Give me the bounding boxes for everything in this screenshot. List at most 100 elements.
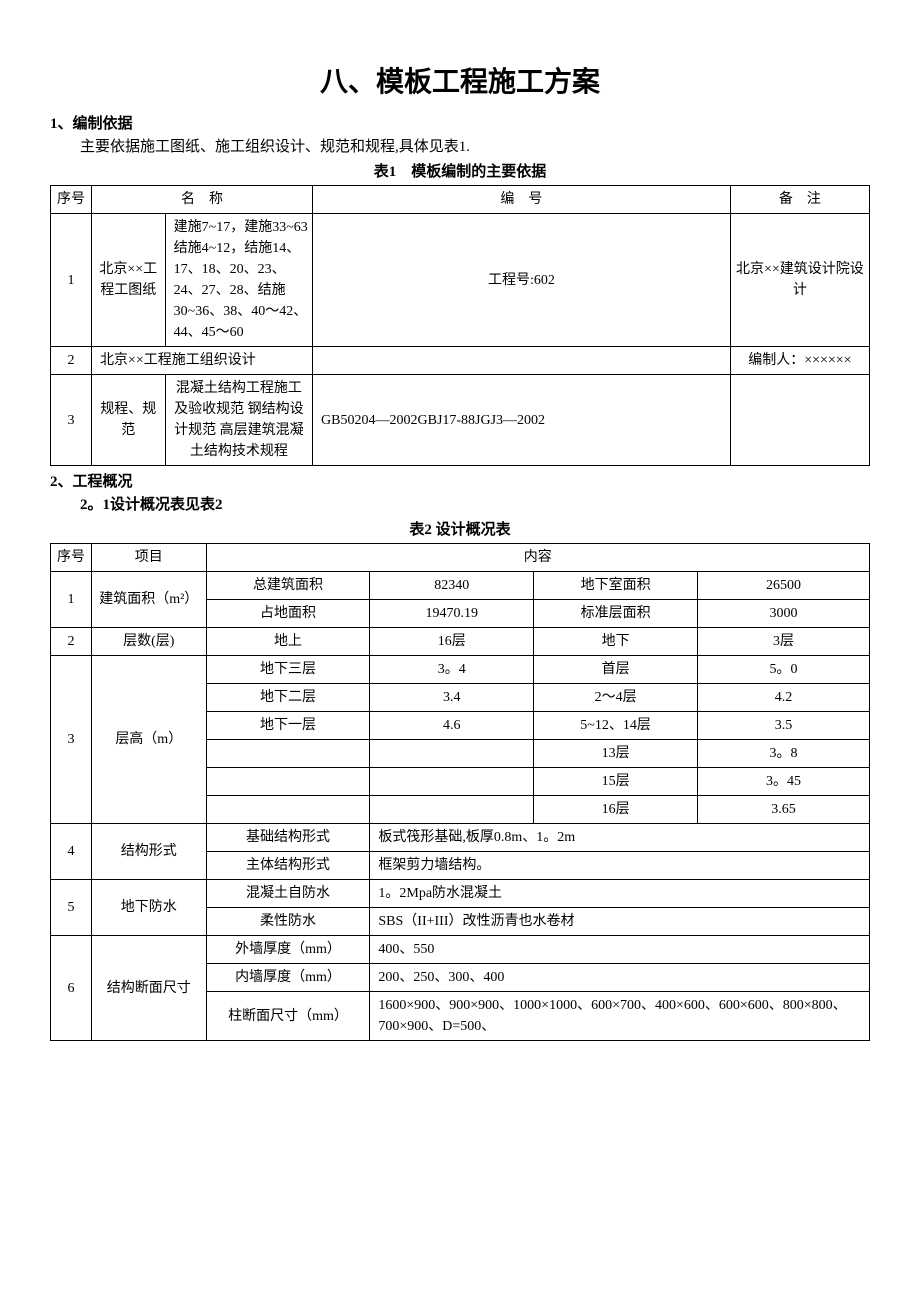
cell: 2～4层 bbox=[534, 684, 698, 712]
cell-no: 4 bbox=[51, 824, 92, 880]
cell: 内墙厚度（mm） bbox=[206, 964, 370, 992]
cell: 3.4 bbox=[370, 684, 534, 712]
cell: 首层 bbox=[534, 656, 698, 684]
cell: 5~12、14层 bbox=[534, 712, 698, 740]
table2-col3: 内容 bbox=[206, 544, 869, 572]
table1-row: 1 北京××工程工图纸 建施7~17，建施33~63 结施4~12，结施14、1… bbox=[51, 214, 870, 347]
cell: 16层 bbox=[534, 796, 698, 824]
table2-col2: 项目 bbox=[91, 544, 206, 572]
cell: 框架剪力墙结构。 bbox=[370, 852, 870, 880]
cell bbox=[370, 796, 534, 824]
table1-header: 序号 名 称 编 号 备 注 bbox=[51, 186, 870, 214]
cell: 400、550 bbox=[370, 936, 870, 964]
cell-no: 1 bbox=[51, 214, 92, 347]
table1-col2: 名 称 bbox=[91, 186, 312, 214]
page-title: 八、模板工程施工方案 bbox=[50, 60, 870, 100]
cell: 3。8 bbox=[697, 740, 869, 768]
cell: 3。4 bbox=[370, 656, 534, 684]
cell bbox=[206, 768, 370, 796]
cell-no: 5 bbox=[51, 880, 92, 936]
cell-no: 1 bbox=[51, 572, 92, 628]
table2-header: 序号 项目 内容 bbox=[51, 544, 870, 572]
cell: 混凝土自防水 bbox=[206, 880, 370, 908]
cell bbox=[370, 740, 534, 768]
cell: 地下一层 bbox=[206, 712, 370, 740]
table-row: 4 结构形式 基础结构形式 板式筏形基础,板厚0.8m、1。2m bbox=[51, 824, 870, 852]
cell-note bbox=[730, 375, 869, 466]
cell-code bbox=[313, 347, 731, 375]
table1-caption: 表1 模板编制的主要依据 bbox=[50, 160, 870, 181]
cell: 26500 bbox=[697, 572, 869, 600]
cell: 3000 bbox=[697, 600, 869, 628]
section2-subheading: 2。1设计概况表见表2 bbox=[80, 493, 870, 514]
cell: 1600×900、900×900、1000×1000、600×700、400×6… bbox=[370, 992, 870, 1041]
cell-item: 地下防水 bbox=[91, 880, 206, 936]
cell-name2: 混凝土结构工程施工及验收规范 钢结构设计规范 高层建筑混凝土结构技术规程 bbox=[165, 375, 312, 466]
cell: 主体结构形式 bbox=[206, 852, 370, 880]
cell: 15层 bbox=[534, 768, 698, 796]
cell-name1: 北京××工程工图纸 bbox=[91, 214, 165, 347]
cell: 3.65 bbox=[697, 796, 869, 824]
cell-item: 层数(层) bbox=[91, 628, 206, 656]
table-row: 1 建筑面积（m²） 总建筑面积 82340 地下室面积 26500 bbox=[51, 572, 870, 600]
cell: SBS（II+III）改性沥青也水卷材 bbox=[370, 908, 870, 936]
cell: 外墙厚度（mm） bbox=[206, 936, 370, 964]
cell: 占地面积 bbox=[206, 600, 370, 628]
cell-no: 6 bbox=[51, 936, 92, 1041]
table-row: 3 层高（m） 地下三层 3。4 首层 5。0 bbox=[51, 656, 870, 684]
table1-row: 3 规程、规范 混凝土结构工程施工及验收规范 钢结构设计规范 高层建筑混凝土结构… bbox=[51, 375, 870, 466]
cell: 4.2 bbox=[697, 684, 869, 712]
table2-caption: 表2 设计概况表 bbox=[50, 518, 870, 539]
cell-name1: 规程、规范 bbox=[91, 375, 165, 466]
cell: 地下 bbox=[534, 628, 698, 656]
cell: 3层 bbox=[697, 628, 869, 656]
cell: 总建筑面积 bbox=[206, 572, 370, 600]
cell: 4.6 bbox=[370, 712, 534, 740]
cell-name: 北京××工程施工组织设计 bbox=[91, 347, 312, 375]
cell: 200、250、300、400 bbox=[370, 964, 870, 992]
cell: 3。45 bbox=[697, 768, 869, 796]
cell-code: GB50204—2002GBJ17-88JGJ3—2002 bbox=[313, 375, 731, 466]
cell-no: 2 bbox=[51, 628, 92, 656]
table1: 序号 名 称 编 号 备 注 1 北京××工程工图纸 建施7~17，建施33~6… bbox=[50, 185, 870, 466]
cell-note: 编制人：×××××× bbox=[730, 347, 869, 375]
cell: 柱断面尺寸（mm） bbox=[206, 992, 370, 1041]
cell: 16层 bbox=[370, 628, 534, 656]
table2-col1: 序号 bbox=[51, 544, 92, 572]
cell-no: 2 bbox=[51, 347, 92, 375]
cell-item: 结构断面尺寸 bbox=[91, 936, 206, 1041]
cell: 13层 bbox=[534, 740, 698, 768]
table-row: 6 结构断面尺寸 外墙厚度（mm） 400、550 bbox=[51, 936, 870, 964]
cell: 地下室面积 bbox=[534, 572, 698, 600]
cell: 地上 bbox=[206, 628, 370, 656]
cell bbox=[206, 796, 370, 824]
cell: 19470.19 bbox=[370, 600, 534, 628]
cell-item: 建筑面积（m²） bbox=[91, 572, 206, 628]
cell: 标准层面积 bbox=[534, 600, 698, 628]
cell: 柔性防水 bbox=[206, 908, 370, 936]
cell: 82340 bbox=[370, 572, 534, 600]
cell-item: 结构形式 bbox=[91, 824, 206, 880]
cell bbox=[206, 740, 370, 768]
cell: 5。0 bbox=[697, 656, 869, 684]
table-row: 5 地下防水 混凝土自防水 1。2Mpa防水混凝土 bbox=[51, 880, 870, 908]
cell-note: 北京××建筑设计院设计 bbox=[730, 214, 869, 347]
cell bbox=[370, 768, 534, 796]
section1-heading: 1、编制依据 bbox=[50, 112, 870, 133]
cell-name2: 建施7~17，建施33~63 结施4~12，结施14、17、18、20、23、2… bbox=[165, 214, 312, 347]
table1-row: 2 北京××工程施工组织设计 编制人：×××××× bbox=[51, 347, 870, 375]
cell: 1。2Mpa防水混凝土 bbox=[370, 880, 870, 908]
table2: 序号 项目 内容 1 建筑面积（m²） 总建筑面积 82340 地下室面积 26… bbox=[50, 543, 870, 1041]
table-row: 2 层数(层) 地上 16层 地下 3层 bbox=[51, 628, 870, 656]
cell-code: 工程号:602 bbox=[313, 214, 731, 347]
cell-item: 层高（m） bbox=[91, 656, 206, 824]
cell: 板式筏形基础,板厚0.8m、1。2m bbox=[370, 824, 870, 852]
table1-col4: 备 注 bbox=[730, 186, 869, 214]
section1-paragraph: 主要依据施工图纸、施工组织设计、规范和规程,具体见表1. bbox=[80, 135, 870, 156]
section2-heading: 2、工程概况 bbox=[50, 470, 870, 491]
cell: 地下二层 bbox=[206, 684, 370, 712]
cell-no: 3 bbox=[51, 375, 92, 466]
table1-col1: 序号 bbox=[51, 186, 92, 214]
cell: 基础结构形式 bbox=[206, 824, 370, 852]
cell: 地下三层 bbox=[206, 656, 370, 684]
